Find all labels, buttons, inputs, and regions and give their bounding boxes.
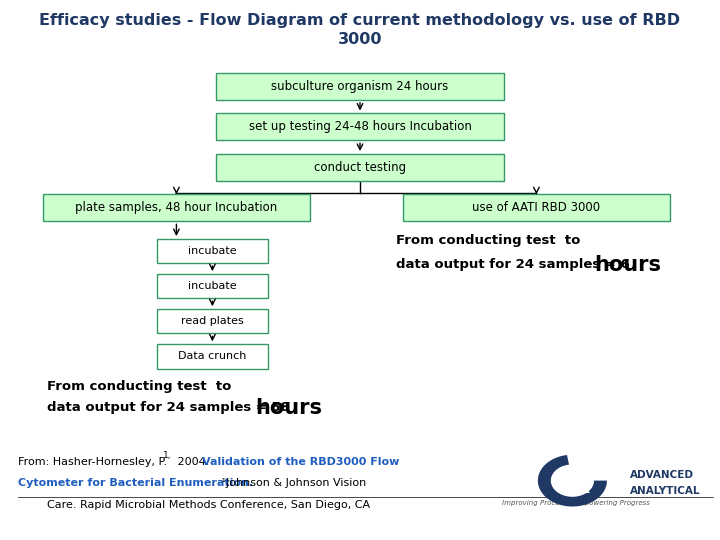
Text: incubate: incubate — [188, 246, 237, 256]
Text: Validation of the RBD3000 Flow: Validation of the RBD3000 Flow — [202, 457, 399, 467]
Text: data output for 24 samples = 6: data output for 24 samples = 6 — [396, 258, 634, 271]
FancyBboxPatch shape — [156, 309, 268, 333]
Polygon shape — [562, 463, 590, 493]
Text: hours: hours — [594, 254, 661, 275]
FancyBboxPatch shape — [216, 73, 504, 100]
FancyBboxPatch shape — [216, 113, 504, 140]
Text: subculture organism 24 hours: subculture organism 24 hours — [271, 80, 449, 93]
Text: Efficacy studies - Flow Diagram of current methodology vs. use of RBD: Efficacy studies - Flow Diagram of curre… — [40, 14, 680, 29]
Text: Data crunch: Data crunch — [179, 352, 246, 361]
Text: Care. Rapid Microbial Methods Conference, San Diego, CA: Care. Rapid Microbial Methods Conference… — [47, 500, 370, 510]
Text: From conducting test  to: From conducting test to — [396, 234, 580, 247]
Text: read plates: read plates — [181, 316, 244, 326]
Text: incubate: incubate — [188, 281, 237, 291]
Text: set up testing 24-48 hours Incubation: set up testing 24-48 hours Incubation — [248, 120, 472, 133]
Text: ¹Johnson & Johnson Vision: ¹Johnson & Johnson Vision — [218, 478, 366, 488]
Text: 1,: 1, — [163, 451, 172, 460]
Text: From conducting test  to: From conducting test to — [47, 380, 231, 393]
Polygon shape — [538, 455, 607, 507]
FancyBboxPatch shape — [156, 274, 268, 298]
FancyBboxPatch shape — [216, 154, 504, 181]
Text: Improving Process · Empowering Progress: Improving Process · Empowering Progress — [502, 500, 650, 506]
FancyBboxPatch shape — [156, 345, 268, 368]
Text: Cytometer for Bacterial Enumeration.: Cytometer for Bacterial Enumeration. — [18, 478, 253, 488]
Text: ADVANCED: ADVANCED — [630, 470, 694, 480]
Text: plate samples, 48 hour Incubation: plate samples, 48 hour Incubation — [76, 201, 277, 214]
FancyBboxPatch shape — [156, 239, 268, 263]
Text: From: Hasher-Hornesley, P.: From: Hasher-Hornesley, P. — [18, 457, 167, 467]
Text: use of AATI RBD 3000: use of AATI RBD 3000 — [472, 201, 600, 214]
Text: hours: hours — [256, 397, 323, 418]
FancyBboxPatch shape — [43, 194, 310, 221]
Text: ANALYTICAL: ANALYTICAL — [630, 487, 701, 496]
Text: conduct testing: conduct testing — [314, 161, 406, 174]
Text: 2004.: 2004. — [174, 457, 212, 467]
Text: 3000: 3000 — [338, 32, 382, 48]
Text: data output for 24 samples = 58: data output for 24 samples = 58 — [47, 401, 294, 414]
FancyBboxPatch shape — [403, 194, 670, 221]
